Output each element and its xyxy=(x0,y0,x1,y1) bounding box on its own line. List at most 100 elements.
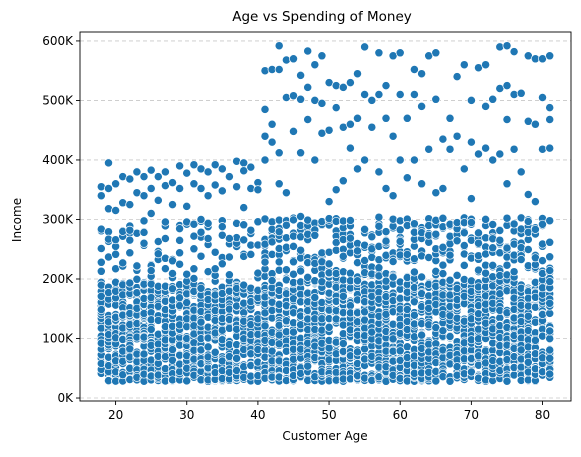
data-point xyxy=(409,267,419,277)
data-point xyxy=(239,203,249,213)
data-point xyxy=(395,346,405,356)
data-point xyxy=(104,158,113,168)
data-point xyxy=(175,235,185,245)
data-point xyxy=(438,242,448,252)
data-point xyxy=(395,48,405,58)
data-point xyxy=(445,376,455,386)
data-point xyxy=(125,200,135,210)
data-point xyxy=(388,191,398,201)
data-point xyxy=(545,51,555,61)
data-points xyxy=(96,41,555,386)
data-point xyxy=(196,184,206,193)
data-point xyxy=(488,220,498,229)
y-tick-label: 400K xyxy=(42,153,74,167)
data-point xyxy=(395,90,405,99)
data-point xyxy=(502,41,512,51)
data-point xyxy=(545,252,555,262)
data-point xyxy=(545,345,555,355)
data-point xyxy=(466,194,476,204)
data-point xyxy=(182,269,192,279)
data-point xyxy=(431,48,441,58)
data-point xyxy=(381,227,391,237)
data-point xyxy=(189,274,199,283)
data-point xyxy=(545,326,555,336)
data-point xyxy=(246,225,256,235)
data-point xyxy=(168,269,177,278)
data-point xyxy=(274,257,284,267)
data-point xyxy=(96,244,106,253)
data-point xyxy=(175,293,185,303)
data-point xyxy=(246,162,256,172)
data-point xyxy=(296,212,306,221)
data-point xyxy=(481,60,491,70)
data-point xyxy=(125,225,135,235)
data-point xyxy=(175,184,185,193)
data-point xyxy=(474,149,483,159)
data-point xyxy=(374,167,384,177)
data-point xyxy=(182,168,192,178)
data-point xyxy=(445,275,455,285)
data-point xyxy=(353,276,362,286)
y-tick-label: 200K xyxy=(42,272,74,286)
data-point xyxy=(402,249,412,259)
data-point xyxy=(189,264,199,274)
data-point xyxy=(409,65,419,74)
data-point xyxy=(260,131,270,141)
data-point xyxy=(431,188,441,198)
data-point xyxy=(96,191,106,201)
data-point xyxy=(481,143,491,153)
data-point xyxy=(345,78,355,88)
data-point xyxy=(296,148,306,158)
data-point xyxy=(545,353,555,363)
data-point xyxy=(353,113,362,123)
data-point xyxy=(324,197,334,207)
data-point xyxy=(538,93,547,102)
data-point xyxy=(210,180,220,190)
data-point xyxy=(139,191,149,201)
data-point xyxy=(260,155,270,165)
data-point xyxy=(217,186,227,196)
data-point xyxy=(509,267,519,277)
data-point xyxy=(360,224,370,234)
data-point xyxy=(153,172,163,182)
data-point xyxy=(474,228,483,238)
data-point xyxy=(345,233,355,243)
data-point xyxy=(139,216,149,226)
data-point xyxy=(545,115,555,124)
data-point xyxy=(203,191,213,201)
data-point xyxy=(104,227,113,237)
data-point xyxy=(232,182,242,192)
data-point xyxy=(260,104,270,114)
data-point xyxy=(395,225,405,235)
data-point xyxy=(111,249,121,259)
data-point xyxy=(495,149,505,159)
data-point xyxy=(488,155,498,165)
data-point xyxy=(360,90,370,99)
data-point xyxy=(417,101,427,111)
data-point xyxy=(239,235,249,245)
data-point xyxy=(232,353,242,363)
x-axis-label: Customer Age xyxy=(282,429,367,443)
data-point xyxy=(125,235,135,245)
data-point xyxy=(530,119,540,129)
data-point xyxy=(545,298,555,308)
data-point xyxy=(452,131,462,141)
data-point xyxy=(402,173,412,183)
data-point xyxy=(388,257,398,266)
data-point xyxy=(338,291,348,301)
data-point xyxy=(523,311,533,321)
data-point xyxy=(125,248,135,258)
data-point xyxy=(502,179,512,189)
data-point xyxy=(111,179,121,189)
data-point xyxy=(203,167,213,177)
data-point xyxy=(253,268,263,278)
data-point xyxy=(224,234,234,243)
x-axis-ticks: 20 30 40 50 60 70 80 xyxy=(108,401,550,422)
data-point xyxy=(289,126,298,136)
data-point xyxy=(424,144,434,154)
data-point xyxy=(445,144,455,154)
data-point xyxy=(331,185,341,195)
data-point xyxy=(538,144,547,154)
data-point xyxy=(196,283,206,293)
data-point xyxy=(296,94,306,104)
